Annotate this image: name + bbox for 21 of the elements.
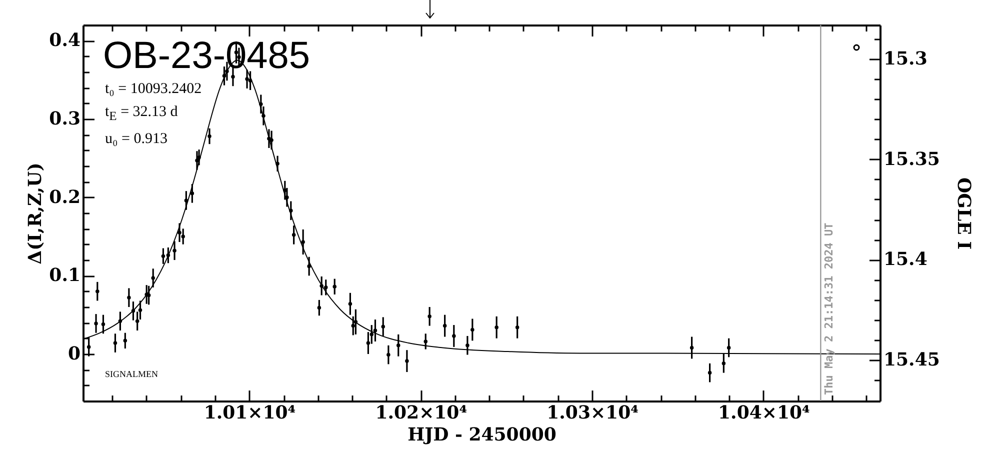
x-tick-label: 1.04×10⁴ [718, 402, 810, 424]
y2-tick-label: 15.4 [884, 249, 928, 270]
y2-tick-label: 15.3 [884, 48, 928, 70]
y-tick-label: 0.1 [49, 265, 80, 286]
x-tick-label: 1.02×10⁴ [375, 402, 468, 424]
y2-tick-label: 15.35 [884, 148, 940, 170]
annotation: t$_{E}$ = 32.13 d [105, 103, 179, 125]
y2-tick-label: 15.45 [884, 349, 940, 370]
annotation: SIGNALMEN [105, 369, 158, 379]
y2-axis-title: OGLE I [952, 177, 974, 250]
y-axis-title: Δ(I,R,Z,U) [25, 162, 46, 264]
annotation: t₀ = 10093.2402 [105, 80, 202, 99]
x-axis-title: HJD - 2450000 [408, 424, 556, 446]
x-tick-label: 1.03×10⁴ [546, 402, 639, 424]
annotation: Thu May 2 21:14:31 2024 UT [822, 222, 836, 395]
y-tick-label: 0 [68, 344, 80, 364]
y-tick-label: 0.2 [49, 186, 80, 208]
annotation: u₀ = 0.913 [105, 130, 168, 149]
x-tick-label: 1.01×10⁴ [204, 402, 296, 424]
y-tick-label: 0.4 [49, 30, 80, 52]
y-tick-label: 0.3 [49, 108, 80, 130]
